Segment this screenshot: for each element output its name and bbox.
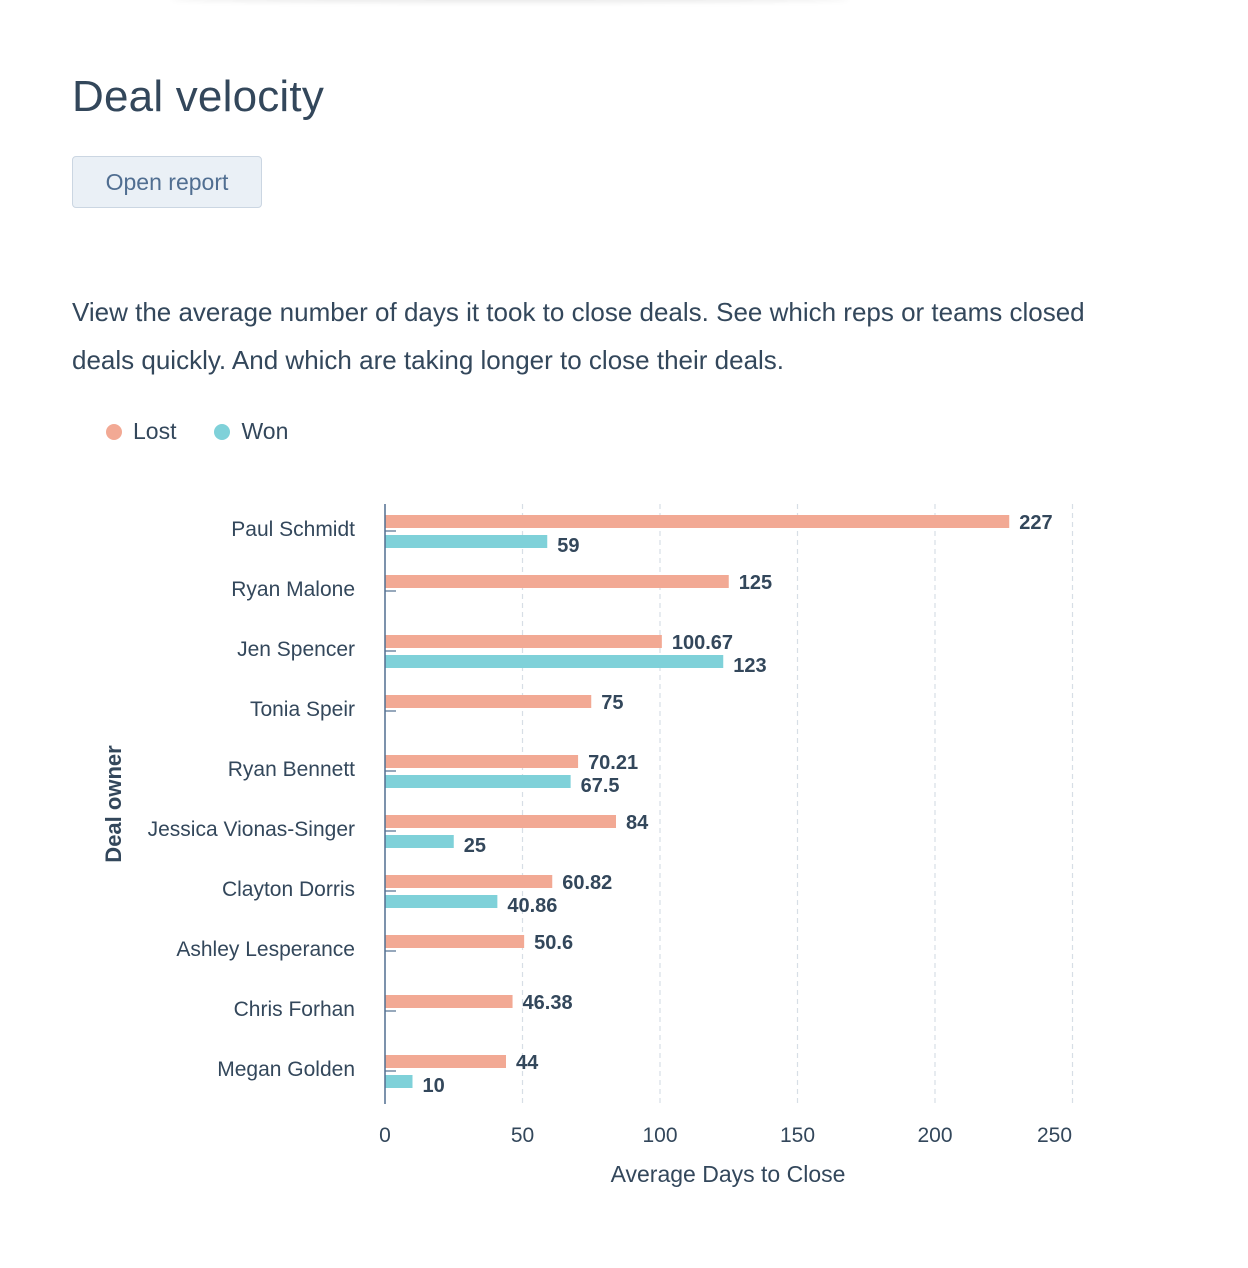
data-label-lost: 125	[739, 572, 772, 594]
y-axis-title: Deal owner	[101, 745, 126, 863]
x-tick-label: 0	[379, 1124, 391, 1147]
category-label: Ryan Bennett	[228, 758, 355, 781]
x-axis-title: Average Days to Close	[611, 1161, 846, 1187]
data-label-lost: 60.82	[562, 872, 612, 894]
category-label: Ashley Lesperance	[176, 938, 355, 961]
category-label: Jessica Vionas-Singer	[148, 818, 355, 841]
bar-lost[interactable]	[385, 515, 1010, 528]
bar-lost[interactable]	[385, 755, 579, 768]
category-label: Chris Forhan	[234, 998, 355, 1021]
category-label: Tonia Speir	[250, 698, 355, 721]
labels: 0 50 100 150 200 250 Paul Schmidt 227 59 Ryan Mal…	[148, 512, 1072, 1147]
category-label: Clayton Dorris	[222, 878, 355, 901]
category-label: Paul Schmidt	[231, 518, 355, 541]
x-tick-label: 150	[780, 1124, 815, 1147]
chart-legend: Lost Won	[106, 418, 326, 445]
data-label-won: 40.86	[507, 895, 557, 917]
deal-velocity-chart: 0 50 100 150 200 250 Paul Schmidt 227 59 Ryan Mal…	[101, 504, 1074, 1187]
bar-lost[interactable]	[385, 935, 525, 948]
category-label: Jen Spencer	[237, 638, 355, 661]
data-label-lost: 75	[601, 692, 623, 714]
legend-label-lost: Lost	[133, 418, 177, 444]
open-report-button[interactable]: Open report	[72, 156, 262, 208]
grid-lines	[385, 504, 1074, 1104]
legend-label-won: Won	[241, 418, 289, 444]
bar-lost[interactable]	[385, 875, 553, 888]
bar-won[interactable]	[385, 775, 571, 788]
legend-item-lost[interactable]: Lost	[106, 418, 176, 445]
data-label-won: 25	[464, 835, 486, 857]
bar-won[interactable]	[385, 535, 548, 548]
bar-lost[interactable]	[385, 635, 662, 648]
data-label-won: 123	[733, 655, 766, 677]
legend-item-won[interactable]: Won	[214, 418, 288, 445]
bar-lost[interactable]	[385, 815, 616, 828]
x-tick-label: 200	[917, 1124, 952, 1147]
bar-won[interactable]	[385, 655, 724, 668]
data-label-lost: 44	[516, 1052, 539, 1074]
x-tick-label: 50	[511, 1124, 534, 1147]
data-label-lost: 50.6	[534, 932, 573, 954]
bar-lost[interactable]	[385, 995, 513, 1008]
report-description: View the average number of days it took …	[72, 297, 1085, 375]
data-label-lost: 70.21	[588, 752, 638, 774]
data-label-lost: 84	[626, 812, 649, 834]
data-label-lost: 100.67	[672, 632, 733, 654]
bars	[385, 515, 1010, 1088]
bar-won[interactable]	[385, 835, 454, 848]
bar-lost[interactable]	[385, 575, 729, 588]
legend-dot-won	[214, 423, 231, 440]
x-tick-label: 250	[1037, 1124, 1072, 1147]
data-label-won: 59	[557, 535, 579, 557]
category-label: Megan Golden	[217, 1058, 355, 1081]
bar-lost[interactable]	[385, 695, 592, 708]
page-title: Deal velocity	[72, 72, 325, 121]
bar-won[interactable]	[385, 895, 498, 908]
category-label: Ryan Malone	[231, 578, 355, 601]
data-label-won: 67.5	[581, 775, 620, 797]
legend-dot-lost	[106, 423, 122, 440]
bar-won[interactable]	[385, 1075, 413, 1088]
x-tick-label: 100	[642, 1124, 677, 1147]
data-label-lost: 227	[1019, 512, 1052, 534]
bar-lost[interactable]	[385, 1055, 506, 1068]
data-label-lost: 46.38	[523, 992, 573, 1014]
data-label-won: 10	[423, 1075, 445, 1097]
